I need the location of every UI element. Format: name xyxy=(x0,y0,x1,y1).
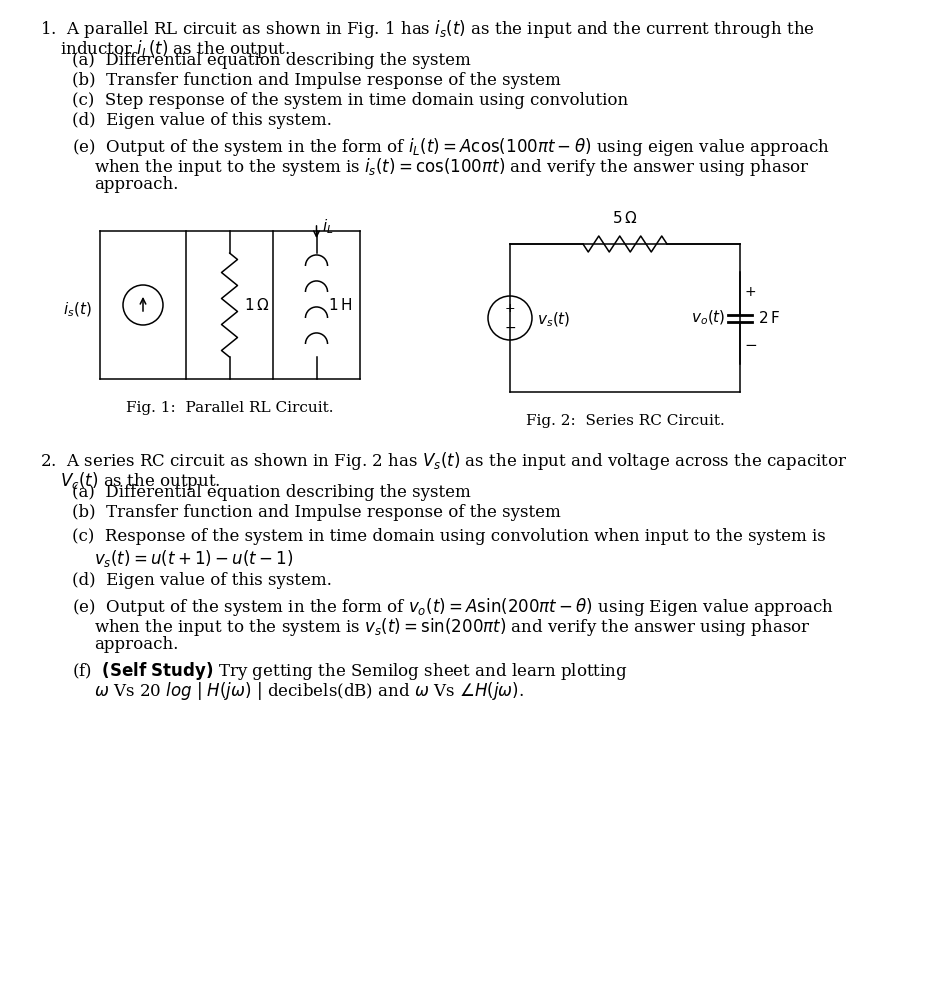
Text: when the input to the system is $i_s(t) = \cos(100\pi t)$ and verify the answer : when the input to the system is $i_s(t) … xyxy=(94,156,809,178)
Text: $+$: $+$ xyxy=(744,285,756,299)
Text: $1\,\Omega$: $1\,\Omega$ xyxy=(244,297,269,313)
Text: (f)  $\bf{(Self\ Study)}$ Try getting the Semilog sheet and learn plotting: (f) $\bf{(Self\ Study)}$ Try getting the… xyxy=(72,660,628,682)
Text: $-$: $-$ xyxy=(744,337,757,351)
Text: $+$: $+$ xyxy=(505,302,516,316)
Text: (e)  Output of the system in the form of $v_o(t) = A\sin(200\pi t - \theta)$ usi: (e) Output of the system in the form of … xyxy=(72,596,834,618)
Text: $-$: $-$ xyxy=(504,320,516,334)
Text: when the input to the system is $v_s(t) = \sin(200\pi t)$ and verify the answer : when the input to the system is $v_s(t) … xyxy=(94,616,810,638)
Text: $V_c(t)$ as the output.: $V_c(t)$ as the output. xyxy=(60,470,220,492)
Text: inductor $i_L(t)$ as the output.: inductor $i_L(t)$ as the output. xyxy=(60,38,291,60)
Text: $v_s(t) = u(t+1) - u(t-1)$: $v_s(t) = u(t+1) - u(t-1)$ xyxy=(94,548,294,569)
Text: $2\,\mathrm{F}$: $2\,\mathrm{F}$ xyxy=(758,310,780,326)
Text: 2.  A series RC circuit as shown in Fig. 2 has $V_s(t)$ as the input and voltage: 2. A series RC circuit as shown in Fig. … xyxy=(40,450,847,472)
Text: Fig. 1:  Parallel RL Circuit.: Fig. 1: Parallel RL Circuit. xyxy=(127,401,334,415)
Text: $v_s(t)$: $v_s(t)$ xyxy=(537,311,570,330)
Text: $\omega$ Vs 20 $log$ $|$ $H(j\omega)$ $|$ decibels(dB) and $\omega$ Vs $\angle H: $\omega$ Vs 20 $log$ $|$ $H(j\omega)$ $|… xyxy=(94,680,524,702)
Text: approach.: approach. xyxy=(94,176,178,193)
Text: (c)  Step response of the system in time domain using convolution: (c) Step response of the system in time … xyxy=(72,92,628,109)
Text: $i_L$: $i_L$ xyxy=(322,218,333,236)
Text: (c)  Response of the system in time domain using convolution when input to the s: (c) Response of the system in time domai… xyxy=(72,528,825,545)
Text: 1.  A parallel RL circuit as shown in Fig. 1 has $i_s(t)$ as the input and the c: 1. A parallel RL circuit as shown in Fig… xyxy=(40,18,815,40)
Text: (b)  Transfer function and Impulse response of the system: (b) Transfer function and Impulse respon… xyxy=(72,72,561,89)
Text: (a)  Differential equation describing the system: (a) Differential equation describing the… xyxy=(72,52,471,69)
Text: $v_o(t)$: $v_o(t)$ xyxy=(691,309,726,328)
Text: $1\,\mathrm{H}$: $1\,\mathrm{H}$ xyxy=(328,297,353,313)
Text: Fig. 2:  Series RC Circuit.: Fig. 2: Series RC Circuit. xyxy=(525,414,724,428)
Text: $5\,\Omega$: $5\,\Omega$ xyxy=(613,210,638,226)
Text: (a)  Differential equation describing the system: (a) Differential equation describing the… xyxy=(72,484,471,501)
Text: $i_s(t)$: $i_s(t)$ xyxy=(63,301,92,319)
Text: (e)  Output of the system in the form of $i_L(t) = A\cos(100\pi t - \theta)$ usi: (e) Output of the system in the form of … xyxy=(72,136,830,158)
Text: approach.: approach. xyxy=(94,636,178,653)
Text: (d)  Eigen value of this system.: (d) Eigen value of this system. xyxy=(72,112,332,129)
Text: (d)  Eigen value of this system.: (d) Eigen value of this system. xyxy=(72,572,332,589)
Text: (b)  Transfer function and Impulse response of the system: (b) Transfer function and Impulse respon… xyxy=(72,504,561,521)
